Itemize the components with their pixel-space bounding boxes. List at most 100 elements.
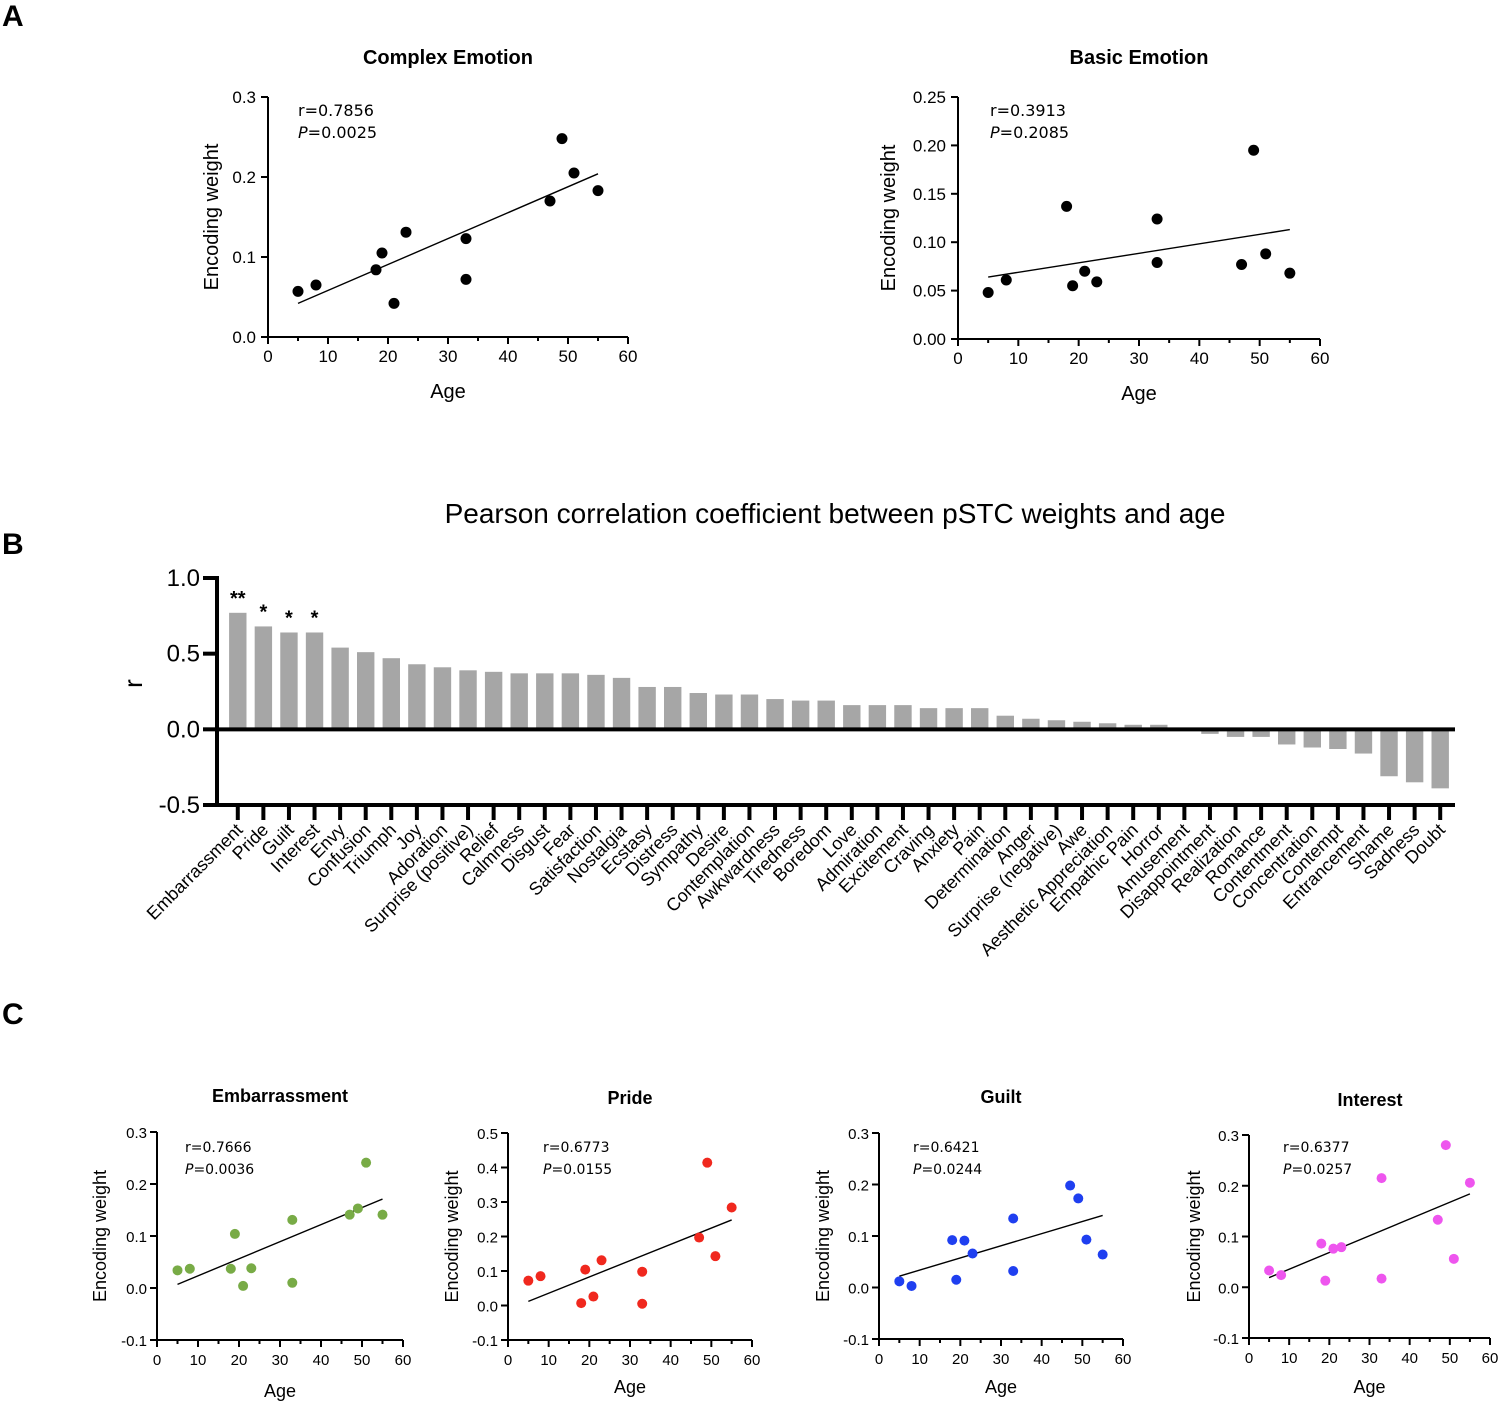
bar bbox=[1124, 724, 1142, 730]
data-point bbox=[951, 1274, 962, 1285]
x-tick-label: 40 bbox=[313, 1352, 330, 1369]
x-tick-label: 0 bbox=[504, 1352, 512, 1369]
p-number: =0.0257 bbox=[1291, 1162, 1352, 1178]
x-tick-label: 30 bbox=[439, 347, 458, 366]
data-point bbox=[1097, 1249, 1108, 1260]
p-label: P bbox=[1283, 1162, 1292, 1178]
bar bbox=[945, 708, 963, 730]
bar bbox=[638, 686, 656, 730]
data-point bbox=[967, 1248, 978, 1259]
bar bbox=[433, 667, 452, 730]
regression-line bbox=[297, 173, 599, 305]
chart-title: Pride bbox=[607, 1088, 652, 1108]
significance-marker: * bbox=[285, 607, 293, 629]
data-point bbox=[370, 264, 382, 276]
data-point bbox=[726, 1202, 737, 1213]
data-point bbox=[637, 1266, 648, 1277]
y-tick-label: 0.3 bbox=[232, 88, 256, 107]
data-point bbox=[576, 1298, 587, 1309]
y-tick-label: -0.5 bbox=[159, 792, 200, 819]
data-point bbox=[982, 287, 994, 299]
r-value: r=0.6421 bbox=[913, 1140, 979, 1156]
x-tick-label: 50 bbox=[703, 1352, 720, 1369]
data-point bbox=[1151, 257, 1163, 269]
data-point bbox=[1320, 1275, 1331, 1286]
y-tick-label: 0.10 bbox=[913, 233, 946, 252]
y-tick-label: 0.2 bbox=[1218, 1179, 1239, 1196]
data-point bbox=[1376, 1173, 1387, 1184]
bar bbox=[561, 673, 580, 730]
regression-line bbox=[988, 228, 1290, 278]
chart-title: Embarrassment bbox=[212, 1086, 348, 1106]
data-point bbox=[287, 1277, 298, 1288]
bar bbox=[817, 700, 835, 730]
p-number: =0.2085 bbox=[1000, 123, 1069, 142]
data-point bbox=[1081, 1234, 1092, 1245]
y-tick-label: 0.0 bbox=[848, 1281, 869, 1298]
bar bbox=[305, 632, 324, 730]
y-tick-label: 1.0 bbox=[167, 565, 200, 592]
x-tick-label: 50 bbox=[1441, 1350, 1458, 1367]
data-point bbox=[1065, 1180, 1076, 1191]
data-point bbox=[1248, 144, 1260, 156]
y-tick-label: 0.3 bbox=[477, 1195, 498, 1212]
panel-label-b: B bbox=[2, 528, 24, 561]
bar bbox=[971, 708, 989, 730]
bar bbox=[1073, 721, 1091, 730]
y-axis-label: Encoding weight bbox=[201, 143, 223, 290]
data-point bbox=[400, 226, 412, 238]
data-point bbox=[1091, 276, 1103, 288]
p-value: P=0.0244 bbox=[913, 1162, 982, 1178]
y-tick-label: -0.1 bbox=[1213, 1331, 1239, 1348]
data-point bbox=[1008, 1266, 1019, 1277]
chart-title: Interest bbox=[1337, 1090, 1402, 1110]
y-tick-label: 0.2 bbox=[477, 1230, 498, 1247]
data-point bbox=[596, 1255, 607, 1266]
data-point bbox=[1151, 213, 1163, 225]
significance-marker: * bbox=[259, 601, 267, 623]
bar bbox=[1252, 729, 1270, 737]
bar bbox=[1150, 724, 1168, 730]
data-point bbox=[1336, 1242, 1347, 1253]
p-label: P bbox=[298, 123, 308, 142]
y-axis-label: Encoding weight bbox=[90, 1170, 110, 1302]
x-tick-label: 40 bbox=[499, 347, 518, 366]
bar bbox=[408, 664, 426, 730]
y-tick-label: -0.1 bbox=[843, 1332, 869, 1349]
p-number: =0.0244 bbox=[921, 1162, 982, 1178]
bar bbox=[612, 677, 631, 730]
y-tick-label: 0.3 bbox=[1218, 1128, 1239, 1145]
y-tick-label: 0.2 bbox=[848, 1178, 869, 1195]
data-point bbox=[1432, 1214, 1443, 1225]
y-tick-label: 0.2 bbox=[126, 1177, 147, 1194]
bar bbox=[229, 612, 247, 730]
data-point bbox=[947, 1235, 958, 1246]
bar bbox=[382, 658, 400, 730]
x-axis-label: Age bbox=[1353, 1377, 1385, 1397]
data-point bbox=[1000, 274, 1012, 286]
x-tick-label: 60 bbox=[1482, 1350, 1499, 1367]
data-point bbox=[694, 1232, 705, 1243]
bar bbox=[1022, 718, 1040, 730]
y-tick-label: 0.2 bbox=[232, 168, 256, 187]
data-point bbox=[361, 1157, 372, 1168]
bar bbox=[740, 694, 759, 730]
data-point bbox=[1448, 1253, 1459, 1264]
regression-line bbox=[1268, 1193, 1471, 1279]
data-point bbox=[238, 1280, 249, 1291]
p-number: =0.0025 bbox=[308, 123, 377, 142]
y-tick-label: 0.3 bbox=[848, 1126, 869, 1143]
bar bbox=[766, 699, 784, 730]
data-point bbox=[1440, 1140, 1451, 1151]
bar bbox=[894, 705, 912, 730]
y-tick-label: -0.1 bbox=[472, 1333, 498, 1350]
data-point bbox=[1067, 280, 1079, 292]
bar bbox=[791, 700, 810, 730]
x-tick-label: 50 bbox=[1074, 1351, 1091, 1368]
bar bbox=[459, 670, 477, 730]
y-tick-label: 0.1 bbox=[232, 248, 256, 267]
data-point bbox=[1376, 1273, 1387, 1284]
x-axis-label: Age bbox=[264, 1381, 296, 1401]
x-tick-label: 20 bbox=[1069, 349, 1088, 368]
